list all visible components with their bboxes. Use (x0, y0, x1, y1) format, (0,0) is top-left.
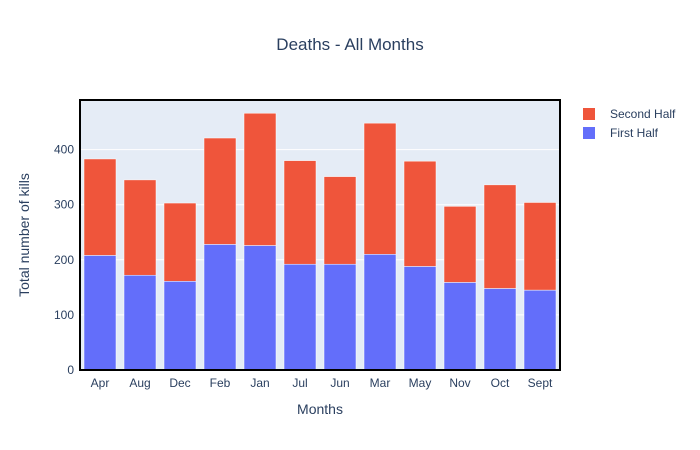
legend-item-first-half[interactable]: First Half (583, 126, 659, 140)
x-tick-label: Aug (129, 376, 150, 390)
x-tick-label: Oct (491, 376, 510, 390)
bar-second-half[interactable] (363, 122, 397, 255)
chart-title: Deaths - All Months (276, 35, 423, 54)
x-tick-label: Dec (169, 376, 190, 390)
legend-item-second-half[interactable]: Second Half (583, 107, 676, 121)
bar-first-half[interactable] (123, 274, 157, 371)
x-tick-label: Jul (292, 376, 307, 390)
bar-second-half[interactable] (283, 160, 317, 265)
bar-first-half[interactable] (483, 288, 517, 371)
legend[interactable]: Second Half First Half (583, 107, 676, 140)
x-tick-label: Nov (449, 376, 470, 390)
y-tick-label: 300 (54, 198, 74, 212)
bar-first-half[interactable] (203, 244, 237, 371)
x-tick-label: Jun (330, 376, 349, 390)
bar-second-half[interactable] (403, 160, 437, 267)
bar-first-half[interactable] (83, 255, 117, 371)
plot-area (80, 100, 560, 370)
bar-first-half[interactable] (243, 245, 277, 371)
y-tick-label: 200 (54, 253, 74, 267)
legend-label: Second Half (610, 107, 676, 121)
x-axis-ticks: Apr Aug Dec Feb Jan Jul Jun Mar May Nov Oct Sept (91, 376, 553, 390)
gridlines (80, 149, 560, 316)
x-tick-label: Apr (91, 376, 110, 390)
x-axis-title: Months (297, 401, 343, 417)
bars (83, 112, 557, 371)
bar-second-half[interactable] (83, 158, 117, 256)
x-tick-label: Sept (528, 376, 553, 390)
bar-second-half[interactable] (523, 202, 557, 291)
legend-swatch (583, 127, 595, 139)
bar-second-half[interactable] (203, 137, 237, 245)
bar-second-half[interactable] (483, 184, 517, 289)
y-axis-title: Total number of kills (16, 173, 32, 297)
bar-first-half[interactable] (363, 254, 397, 371)
bar-second-half[interactable] (243, 112, 277, 246)
y-axis-ticks: 0 100 200 300 400 (54, 143, 74, 377)
y-tick-label: 100 (54, 308, 74, 322)
bar-second-half[interactable] (163, 202, 197, 282)
bar-first-half[interactable] (403, 266, 437, 371)
bar-first-half[interactable] (163, 281, 197, 371)
x-tick-label: Mar (370, 376, 391, 390)
bar-first-half[interactable] (443, 282, 477, 371)
bar-second-half[interactable] (123, 179, 157, 276)
bar-second-half[interactable] (443, 206, 477, 283)
y-tick-label: 0 (67, 363, 74, 377)
bar-first-half[interactable] (283, 263, 317, 371)
x-tick-label: Feb (210, 376, 231, 390)
bar-first-half[interactable] (323, 263, 357, 371)
x-tick-label: May (409, 376, 432, 390)
x-tick-label: Jan (250, 376, 269, 390)
bar-first-half[interactable] (523, 289, 557, 371)
legend-swatch (583, 108, 595, 120)
plot-frame (79, 99, 561, 371)
legend-label: First Half (610, 126, 659, 140)
y-tick-label: 400 (54, 143, 74, 157)
bar-second-half[interactable] (323, 176, 357, 265)
